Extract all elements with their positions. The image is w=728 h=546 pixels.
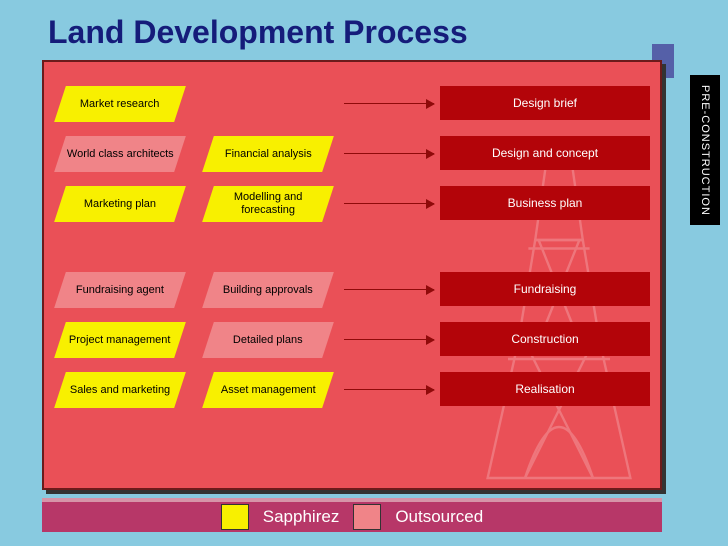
tower-silhouette [474, 128, 644, 488]
input-box-label: Marketing plan [84, 198, 156, 211]
input-box: World class architects [54, 136, 186, 172]
input-box: Sales and marketing [54, 372, 186, 408]
input-box: Modelling and forecasting [202, 186, 334, 222]
input-box: Detailed plans [202, 322, 334, 358]
input-box: Marketing plan [54, 186, 186, 222]
input-box-label: Fundraising agent [76, 284, 164, 297]
input-box: Building approvals [202, 272, 334, 308]
input-box-label: Detailed plans [233, 334, 303, 347]
arrow-icon [344, 153, 434, 154]
arrow-icon [344, 389, 434, 390]
input-box-label: Sales and marketing [70, 384, 170, 397]
input-box-label: Market research [80, 98, 159, 111]
input-box: Financial analysis [202, 136, 334, 172]
stage-box: Realisation [440, 372, 650, 406]
input-box: Project management [54, 322, 186, 358]
input-box: Fundraising agent [54, 272, 186, 308]
input-box: Market research [54, 86, 186, 122]
diagram-panel: Market research Design brief World class a… [42, 60, 662, 490]
input-box-label: Modelling and forecasting [208, 191, 328, 216]
legend-label: Outsourced [395, 507, 483, 527]
arrow-icon [344, 339, 434, 340]
arrow-icon [344, 203, 434, 204]
arrow-icon [344, 103, 434, 104]
arrow-icon [344, 289, 434, 290]
input-box-label: Project management [69, 334, 171, 347]
sidebar-label: PRE-CONSTRUCTION [690, 75, 720, 225]
input-box-label: Financial analysis [225, 148, 312, 161]
legend-label: Sapphirez [263, 507, 340, 527]
input-box: Asset management [202, 372, 334, 408]
stage-box: Fundraising [440, 272, 650, 306]
stage-box: Construction [440, 322, 650, 356]
input-box-label: Building approvals [223, 284, 313, 297]
stage-box: Design and concept [440, 136, 650, 170]
legend-swatch-outsourced [353, 504, 381, 530]
input-box-label: World class architects [67, 148, 174, 161]
stage-box: Design brief [440, 86, 650, 120]
legend: Sapphirez Outsourced [42, 498, 662, 532]
page-title: Land Development Process [48, 14, 468, 51]
input-box-label: Asset management [221, 384, 316, 397]
legend-swatch-sapphirez [221, 504, 249, 530]
stage-box: Business plan [440, 186, 650, 220]
